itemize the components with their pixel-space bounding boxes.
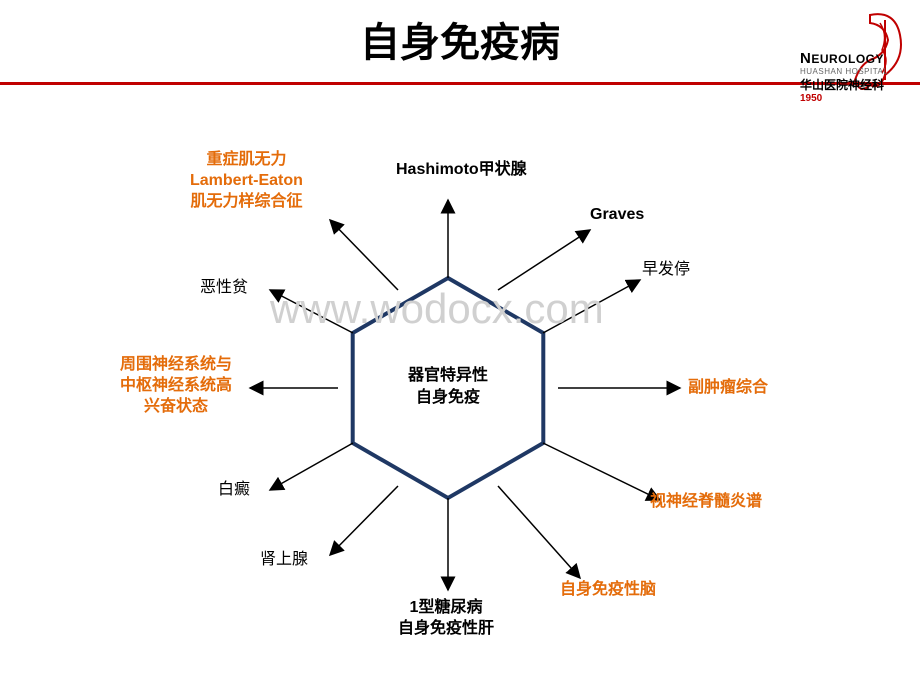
spoke-label-2: Graves — [590, 205, 644, 226]
center-label: 器官特异性自身免疫 — [378, 365, 518, 410]
spoke-label-7: 1型糖尿病 自身免疫性肝 — [398, 598, 494, 640]
spoke-label-3: 早发停 — [642, 260, 690, 281]
spoke-label-5: 视神经脊髓炎谱 — [650, 492, 762, 513]
spoke-label-8: 肾上腺 — [260, 550, 308, 571]
spoke-label-6: 自身免疫性脑 — [560, 580, 656, 601]
spoke-label-10: 周围神经系统与 中枢神经系统高 兴奋状态 — [120, 355, 232, 417]
spoke-label-11: 恶性贫 — [200, 278, 248, 299]
spoke-label-4: 副肿瘤综合 — [688, 378, 768, 399]
spoke-label-1: 重症肌无力 Lambert-Eaton 肌无力样综合征 — [190, 150, 303, 212]
diagram-canvas — [0, 0, 920, 689]
spoke-label-0: Hashimoto甲状腺 — [396, 160, 527, 181]
spoke-label-9: 白癜 — [218, 480, 250, 501]
